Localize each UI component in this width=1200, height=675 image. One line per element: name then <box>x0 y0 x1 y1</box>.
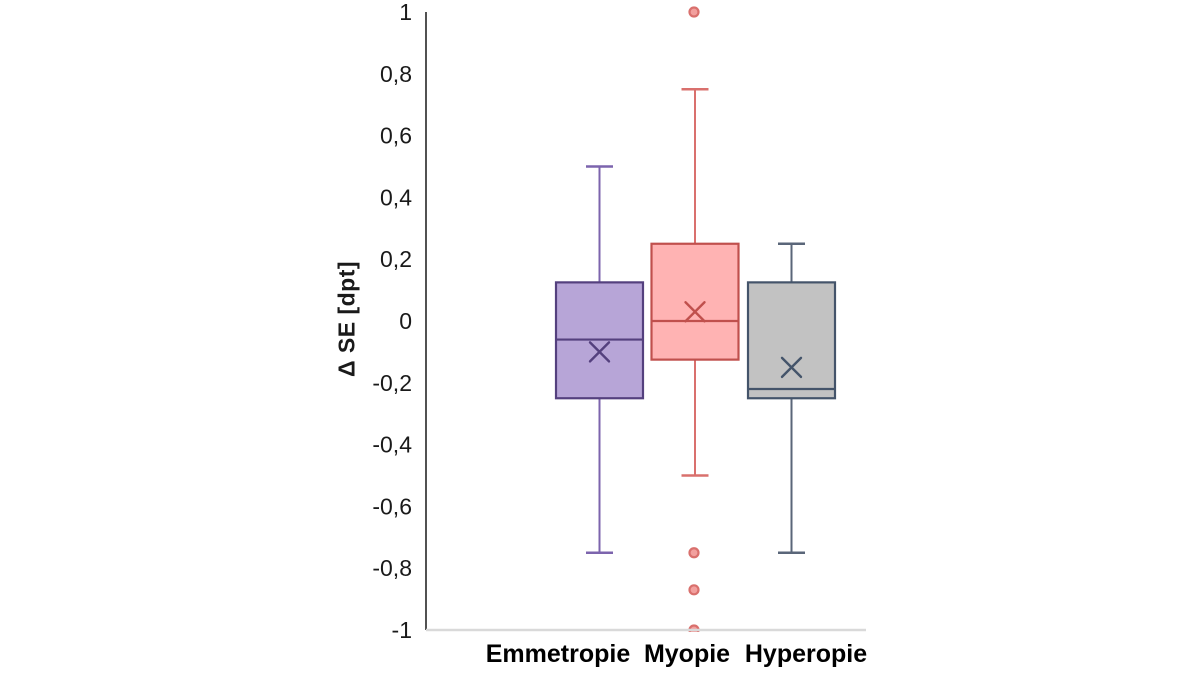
y-tick-label-4: 0,2 <box>380 246 412 272</box>
y-tick-label-6: -0,2 <box>372 370 412 396</box>
iqr-box <box>650 242 740 361</box>
outlier-point-2 <box>688 584 700 596</box>
box-emmetropie <box>554 165 645 554</box>
y-tick-label-1: 0,8 <box>380 61 412 87</box>
mean-marker <box>588 341 611 363</box>
category-label-myopie: Myopie <box>644 640 730 668</box>
box-myopie <box>650 6 740 632</box>
outlier-point-0 <box>688 6 700 18</box>
y-tick-label-9: -0,8 <box>372 555 412 581</box>
outlier-point-1 <box>688 547 700 559</box>
y-tick-label-0: 1 <box>399 0 412 25</box>
mean-marker <box>684 301 706 323</box>
series-layer <box>554 6 837 632</box>
y-axis-title: Δ SE [dpt] <box>333 260 360 378</box>
y-tick-label-7: -0,4 <box>372 432 412 458</box>
category-label-hyperopie: Hyperopie <box>745 640 867 668</box>
iqr-box <box>746 281 837 400</box>
y-tick-label-5: 0 <box>399 308 412 334</box>
y-tick-label-8: -0,6 <box>372 493 412 519</box>
y-tick-label-10: -1 <box>392 617 412 643</box>
mean-marker <box>780 356 803 379</box>
box-hyperopie <box>746 242 837 554</box>
y-tick-label-3: 0,4 <box>380 184 412 210</box>
category-label-emmetropie: Emmetropie <box>486 640 631 668</box>
y-tick-label-2: 0,6 <box>380 123 412 149</box>
